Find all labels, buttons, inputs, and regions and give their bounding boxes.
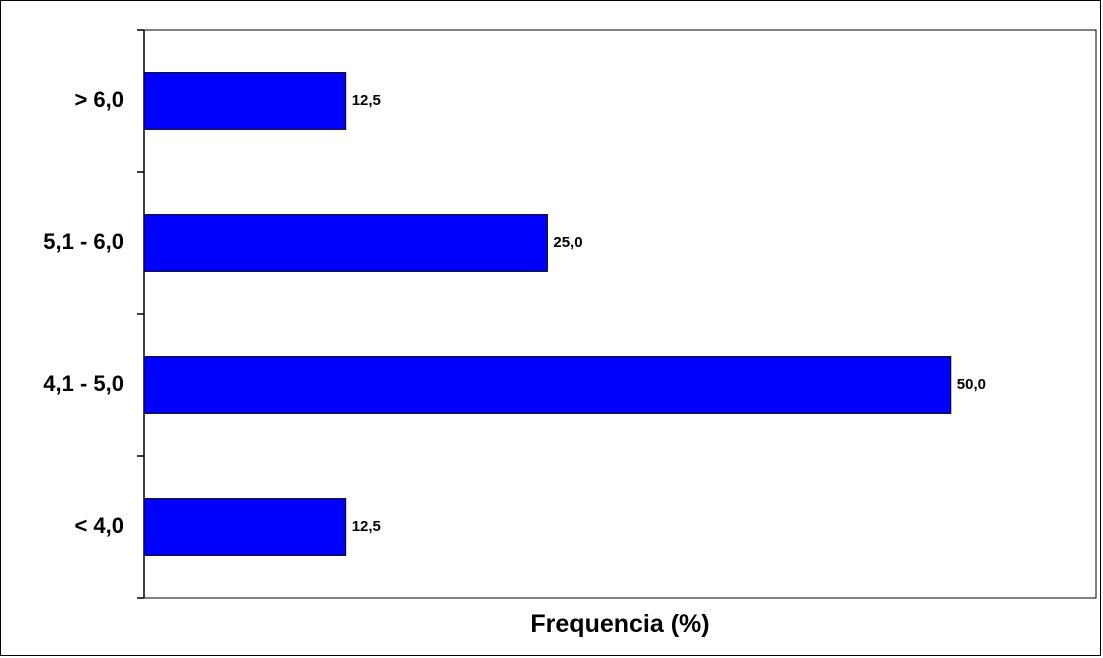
bar xyxy=(143,214,548,272)
data-label: 12,5 xyxy=(352,92,381,109)
category-label: 5,1 - 6,0 xyxy=(43,229,124,254)
x-axis-title: Frequencia (%) xyxy=(530,610,709,638)
category-label: > 6,0 xyxy=(74,87,124,112)
category-label: 4,1 - 5,0 xyxy=(43,371,124,396)
bar xyxy=(143,498,347,556)
data-label: 12,5 xyxy=(352,518,381,535)
bar xyxy=(143,356,952,414)
data-label: 25,0 xyxy=(553,234,582,251)
data-label: 50,0 xyxy=(957,376,986,393)
bar xyxy=(143,72,347,130)
category-label: < 4,0 xyxy=(74,513,124,538)
